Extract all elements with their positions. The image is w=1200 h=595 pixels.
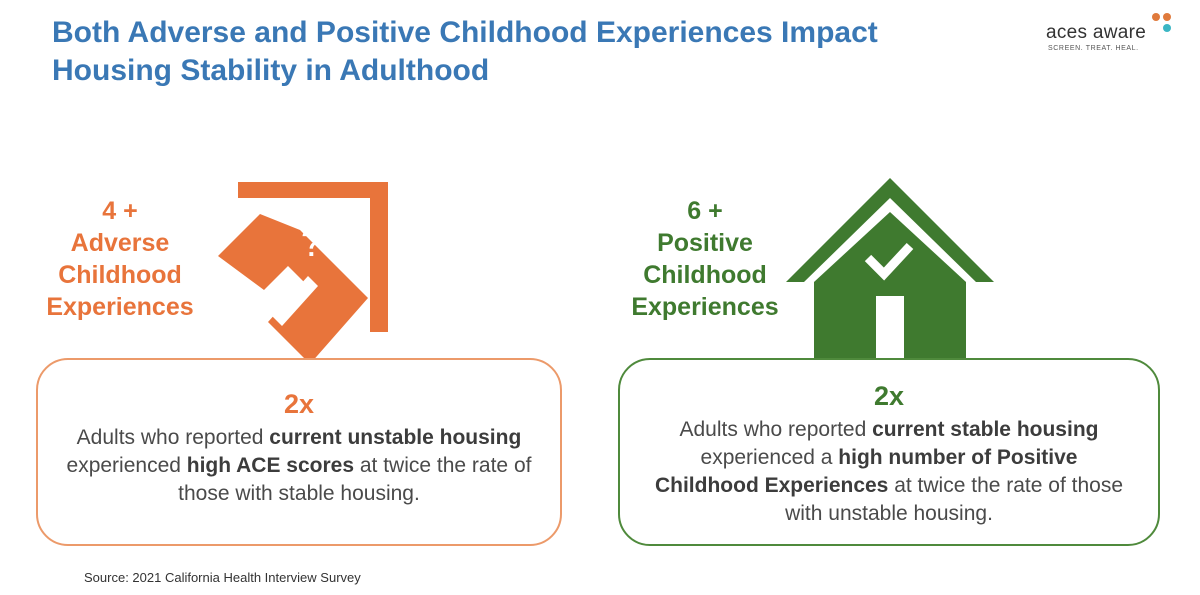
- logo-dot-icon: [1163, 24, 1171, 32]
- adverse-label-line: Experiences: [46, 293, 194, 321]
- positive-stat-text: Adults who reported current stable housi…: [654, 418, 1124, 525]
- logo-dot-icon: [1163, 13, 1171, 21]
- question-mark-icon: ?: [301, 221, 323, 265]
- positive-count: 6 +: [687, 197, 723, 225]
- title-line-2: Housing Stability in Adulthood: [52, 54, 490, 87]
- adverse-stat-text: Adults who reported current unstable hou…: [66, 426, 532, 505]
- positive-stat-value: 2x: [873, 381, 905, 411]
- logo-tagline: SCREEN. TREAT. HEAL.: [1048, 45, 1139, 52]
- logo-wordmark: aces aware: [1046, 22, 1147, 43]
- positive-experiences-label: 6 + Positive Childhood Experiences: [610, 195, 800, 323]
- broken-house-icon: ?: [218, 182, 388, 364]
- aces-aware-logo: aces aware SCREEN. TREAT. HEAL.: [1046, 12, 1176, 62]
- logo-dot-icon: [1152, 13, 1160, 21]
- positive-stat-card: 2x Adults who reported current stable ho…: [618, 358, 1160, 546]
- page-title: Both Adverse and Positive Childhood Expe…: [52, 14, 1012, 90]
- adverse-stat-value: 2x: [283, 389, 315, 419]
- positive-label-line: Childhood: [643, 261, 767, 289]
- adverse-experiences-label: 4 + Adverse Childhood Experiences: [30, 195, 210, 323]
- adverse-label-line: Childhood: [58, 261, 182, 289]
- adverse-label-line: Adverse: [70, 229, 170, 257]
- source-note: Source: 2021 California Health Interview…: [84, 570, 361, 585]
- adverse-stat-card: 2x Adults who reported current unstable …: [36, 358, 562, 546]
- adverse-count: 4 +: [102, 197, 138, 225]
- house-check-icon: [786, 178, 994, 358]
- title-line-1: Both Adverse and Positive Childhood Expe…: [52, 16, 878, 49]
- positive-label-line: Positive: [657, 229, 753, 257]
- positive-label-line: Experiences: [631, 293, 779, 321]
